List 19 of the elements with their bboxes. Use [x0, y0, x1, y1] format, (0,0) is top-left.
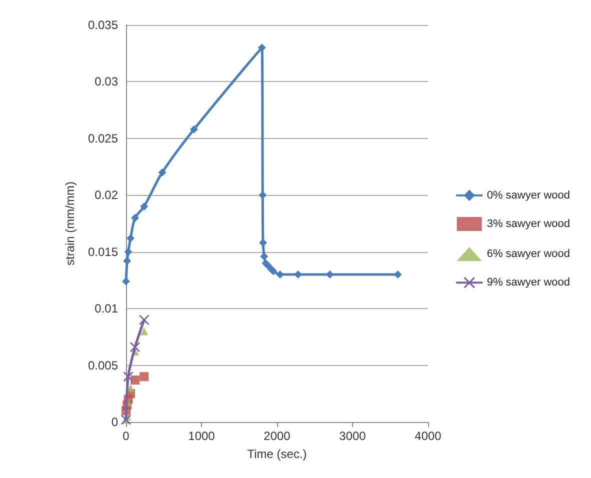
x-axis-title: Time (sec.) — [247, 447, 307, 461]
legend-label: 3% sawyer wood — [486, 218, 570, 230]
y-tick-label: 0.03 — [94, 74, 118, 89]
legend-label: 0% sawyer wood — [486, 189, 570, 202]
legend-label: 9% sawyer wood — [486, 276, 570, 289]
x-tick-label: 2000 — [264, 429, 291, 443]
x-tick-label: 3000 — [339, 429, 366, 443]
x-tick-label: 1000 — [188, 429, 216, 443]
y-tick-label: 0.015 — [88, 244, 118, 259]
y-tick-label: 0 — [111, 415, 118, 429]
y-tick-label: 0.02 — [94, 188, 118, 202]
x-tick-label: 0 — [122, 429, 130, 443]
x-tick-label: 4000 — [414, 429, 442, 443]
y-tick-label: 0.035 — [88, 18, 118, 32]
y-tick-label: 0.025 — [88, 131, 118, 146]
legend-label: 6% sawyer wood — [486, 248, 570, 260]
y-axis-title: strain (mm/mm) — [63, 182, 77, 266]
y-tick-label: 0.01 — [94, 302, 118, 316]
y-tick-label: 0.005 — [88, 358, 118, 372]
